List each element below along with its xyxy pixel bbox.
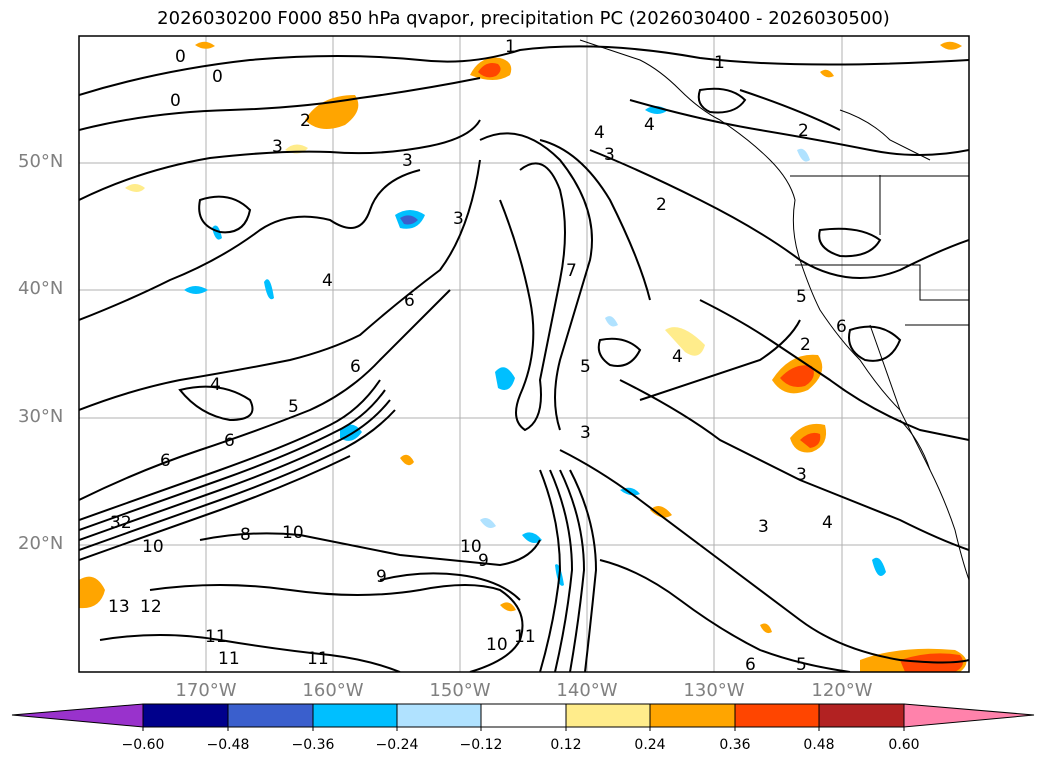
colorbar-swatch — [142, 703, 229, 728]
lon-label: 160°W — [302, 680, 364, 701]
colorbar-label: 0.60 — [888, 737, 920, 753]
contour-label: 5 — [288, 397, 299, 417]
contour-label: 2 — [300, 111, 311, 131]
colorbar-swatch — [312, 703, 398, 728]
contour-label: 6 — [836, 317, 847, 337]
contour-label: 3 — [272, 137, 283, 157]
colorbar-swatch — [480, 703, 567, 728]
contour-label: 0 — [212, 67, 223, 87]
contour-label: 4 — [672, 347, 683, 367]
contour-label: 13 — [108, 597, 130, 617]
colorbar-label: −0.36 — [291, 737, 335, 753]
colorbar-swatch — [396, 703, 482, 728]
contour-label: 10 — [460, 537, 482, 557]
contour-label: 7 — [566, 261, 577, 281]
contour-label: 10 — [282, 523, 304, 543]
contour-label: 11 — [307, 649, 329, 669]
contour-label: 3 — [604, 145, 615, 165]
lat-label: 20°N — [18, 533, 64, 554]
colorbar-label: 0.36 — [719, 737, 751, 753]
colorbar-extend-low — [11, 703, 144, 728]
plot-frame — [78, 35, 970, 673]
colorbar-swatch — [734, 703, 820, 728]
lon-label: 120°W — [811, 680, 873, 701]
lon-label: 170°W — [175, 680, 237, 701]
contour-label: 4 — [210, 375, 221, 395]
contour-label: 9 — [376, 567, 387, 587]
contour-label: 3 — [402, 151, 413, 171]
contour-label: 1 — [505, 37, 516, 57]
colorbar-label: 0.12 — [550, 737, 582, 753]
contour-label: 2 — [798, 121, 809, 141]
lat-label: 50°N — [18, 151, 64, 172]
colorbar — [11, 703, 1035, 731]
contour-label-group: 0 0 0 1 1 2 2 2 2 3 3 3 3 3 3 3 4 4 4 4 … — [108, 37, 847, 675]
gridlines — [79, 36, 969, 672]
colorbar-swatch — [818, 703, 905, 728]
colorbar-label: 0.48 — [803, 737, 835, 753]
contour-label: 32 — [110, 513, 132, 533]
colorbar-swatch — [649, 703, 736, 728]
map-title: 2026030200 F000 850 hPa qvapor, precipit… — [157, 8, 890, 29]
contour-label: 10 — [486, 635, 508, 655]
contour-label: 6 — [404, 291, 415, 311]
lat-label: 30°N — [18, 406, 64, 427]
colorbar-label: 0.24 — [634, 737, 666, 753]
contour-label: 5 — [580, 357, 591, 377]
coastlines — [579, 39, 969, 581]
precip-blobs — [79, 41, 967, 672]
lon-label: 140°W — [556, 680, 618, 701]
contour-label: 11 — [205, 627, 227, 647]
contour-label: 9 — [478, 551, 489, 571]
contour-label: 4 — [822, 513, 833, 533]
colorbar-swatch — [227, 703, 314, 728]
contour-label: 4 — [322, 271, 333, 291]
contour-label: 6 — [160, 451, 171, 471]
contour-label: 6 — [224, 431, 235, 451]
contour-label: 3 — [758, 517, 769, 537]
contour-label: 5 — [796, 287, 807, 307]
contour-label: 6 — [350, 357, 361, 377]
contour-label: 6 — [745, 655, 756, 675]
contour-label: 2 — [656, 195, 667, 215]
colorbar-label: −0.48 — [206, 737, 250, 753]
contour-label: 11 — [218, 649, 240, 669]
contour-label: 8 — [240, 525, 251, 545]
colorbar-swatch — [565, 703, 651, 728]
contour-label: 12 — [140, 597, 162, 617]
contour-label: 4 — [594, 123, 605, 143]
lon-label: 150°W — [429, 680, 491, 701]
contour-label: 4 — [644, 115, 655, 135]
colorbar-extend-high — [903, 703, 1035, 728]
lat-label: 40°N — [18, 278, 64, 299]
contour-label: 0 — [175, 47, 186, 67]
contour-label: 11 — [514, 627, 536, 647]
contour-label: 3 — [796, 465, 807, 485]
colorbar-label: −0.60 — [121, 737, 165, 753]
lon-label: 130°W — [683, 680, 745, 701]
contour-label: 3 — [580, 423, 591, 443]
contour-label: 10 — [142, 537, 164, 557]
contour-label: 3 — [453, 209, 464, 229]
colorbar-label: −0.12 — [459, 737, 503, 753]
contour-label: 0 — [170, 91, 181, 111]
contour-label: 2 — [800, 335, 811, 355]
contour-label: 5 — [796, 655, 807, 675]
contour-lines — [79, 45, 969, 672]
contour-label: 1 — [714, 53, 725, 73]
colorbar-label: −0.24 — [375, 737, 419, 753]
